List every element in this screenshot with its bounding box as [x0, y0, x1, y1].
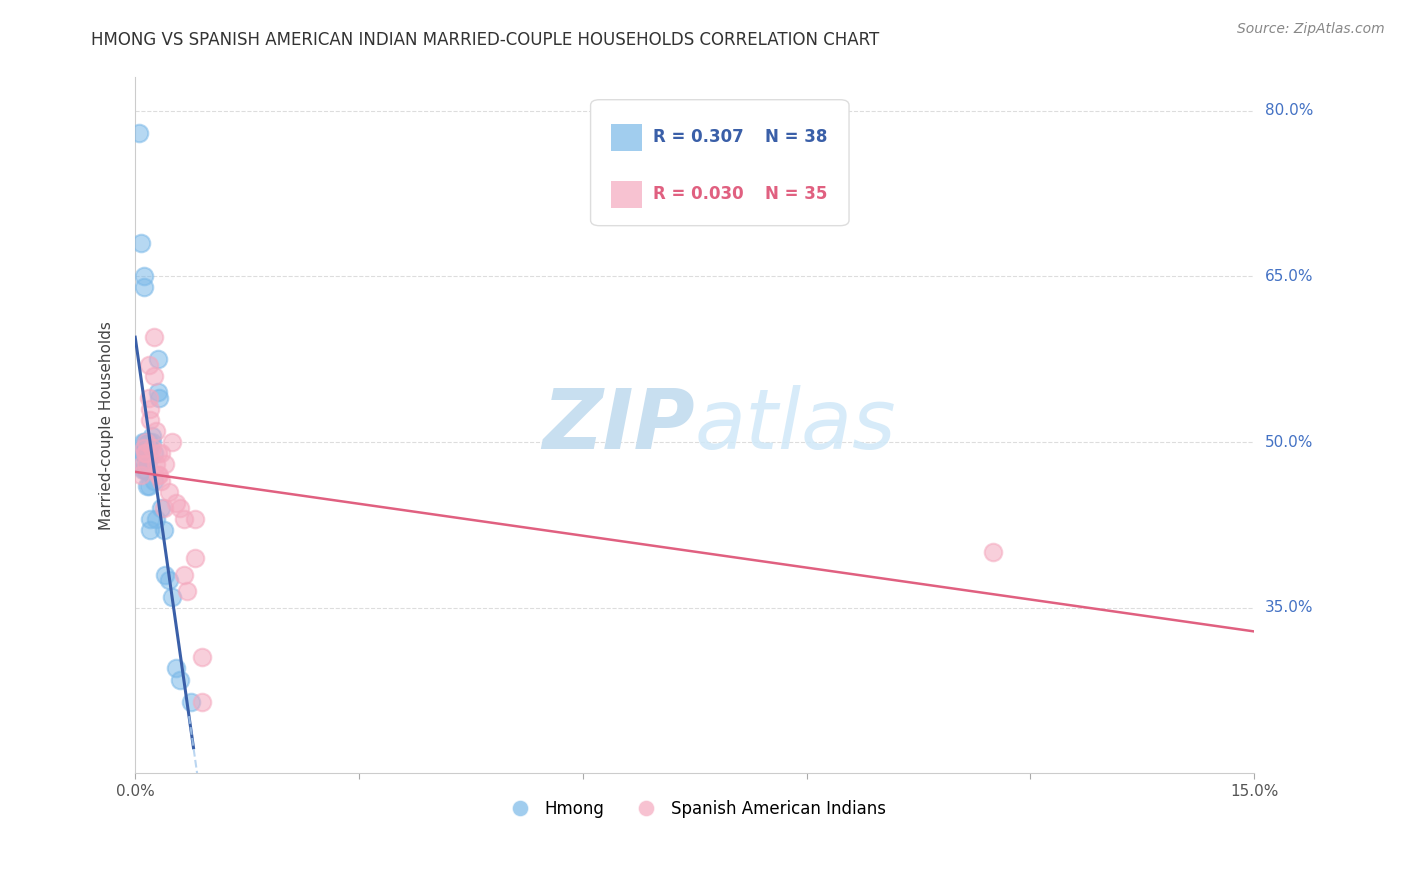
Point [138, 435, 160, 450]
Point [162, 590, 184, 604]
Text: atlas: atlas [695, 385, 896, 466]
Point [135, 441, 157, 455]
Point [131, 435, 153, 450]
Point [150, 474, 173, 488]
Bar [610, 181, 643, 208]
Point [981, 545, 1004, 559]
Point [150, 446, 173, 460]
Point [142, 330, 165, 344]
Point [135, 457, 157, 471]
Point [129, 236, 152, 251]
Point [141, 429, 163, 443]
Point [184, 512, 207, 526]
Text: 50.0%: 50.0% [1265, 434, 1313, 450]
Point [139, 524, 162, 538]
Point [142, 446, 165, 460]
Point [135, 435, 157, 450]
Text: R = 0.030: R = 0.030 [654, 186, 744, 203]
Point [138, 358, 160, 372]
Point [157, 484, 180, 499]
Text: N = 35: N = 35 [765, 186, 828, 203]
Point [135, 435, 157, 450]
Point [139, 512, 162, 526]
Text: ZIP: ZIP [541, 385, 695, 466]
Point [141, 435, 163, 450]
Point [191, 695, 214, 709]
Point [152, 501, 174, 516]
Point [134, 269, 156, 284]
Point [135, 446, 157, 460]
Point [131, 446, 153, 460]
Text: 65.0%: 65.0% [1265, 268, 1313, 284]
Point [157, 573, 180, 587]
Point [152, 524, 174, 538]
Point [169, 501, 191, 516]
Y-axis label: Married-couple Households: Married-couple Households [100, 321, 114, 530]
Point [153, 567, 176, 582]
Point [148, 391, 170, 405]
Point [150, 501, 173, 516]
Point [145, 457, 167, 471]
Point [138, 479, 160, 493]
Point [128, 126, 150, 140]
Point [139, 413, 162, 427]
Point [146, 446, 169, 460]
Point [135, 451, 157, 466]
Point [180, 695, 202, 709]
Point [139, 401, 162, 416]
Bar [610, 124, 643, 151]
Point [134, 446, 156, 460]
Text: 35.0%: 35.0% [1265, 600, 1313, 615]
Point [176, 584, 198, 599]
Text: 80.0%: 80.0% [1265, 103, 1313, 118]
Point [138, 391, 160, 405]
Point [135, 462, 157, 476]
Point [142, 368, 165, 383]
Point [138, 441, 160, 455]
Text: N = 38: N = 38 [765, 128, 828, 146]
Point [134, 441, 156, 455]
Point [134, 462, 156, 476]
Point [135, 446, 157, 460]
Text: HMONG VS SPANISH AMERICAN INDIAN MARRIED-COUPLE HOUSEHOLDS CORRELATION CHART: HMONG VS SPANISH AMERICAN INDIAN MARRIED… [91, 31, 880, 49]
Point [184, 551, 207, 566]
Text: R = 0.307: R = 0.307 [654, 128, 744, 146]
Point [141, 441, 163, 455]
Point [138, 451, 160, 466]
Point [134, 435, 156, 450]
Point [146, 352, 169, 367]
Point [142, 474, 165, 488]
Point [146, 468, 169, 483]
Point [131, 457, 153, 471]
FancyBboxPatch shape [591, 100, 849, 226]
Point [173, 567, 195, 582]
Point [165, 496, 187, 510]
Point [162, 435, 184, 450]
Legend: Hmong, Spanish American Indians: Hmong, Spanish American Indians [496, 793, 893, 824]
Point [173, 512, 195, 526]
Point [129, 468, 152, 483]
Point [153, 457, 176, 471]
Point [146, 385, 169, 400]
Point [191, 650, 214, 665]
Point [131, 462, 153, 476]
Point [165, 661, 187, 675]
Point [169, 673, 191, 687]
Point [136, 479, 159, 493]
Point [148, 468, 170, 483]
Text: Source: ZipAtlas.com: Source: ZipAtlas.com [1237, 22, 1385, 37]
Point [131, 451, 153, 466]
Point [145, 512, 167, 526]
Point [134, 280, 156, 294]
Point [145, 424, 167, 438]
